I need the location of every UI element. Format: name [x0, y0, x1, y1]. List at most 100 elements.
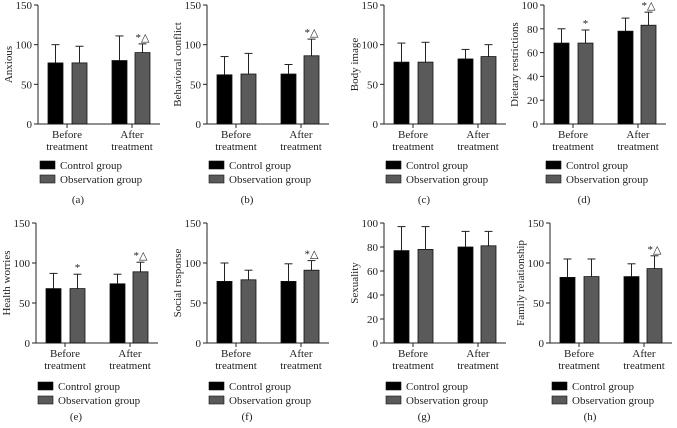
significance-mark: *△	[305, 249, 320, 261]
bar-observation	[480, 56, 497, 125]
y-tick-label: 150	[362, 0, 379, 12]
y-tick-label: 0	[533, 119, 539, 131]
y-tick-label: 40	[527, 71, 539, 83]
y-tick-label: 100	[528, 258, 545, 270]
y-axis-label: Social response	[172, 249, 184, 318]
y-tick-label: 0	[196, 338, 202, 350]
x-tick-label: After	[118, 348, 142, 360]
panel-a: 050100150AnxiousBeforetreatmentAftertrea…	[3, 0, 160, 206]
y-tick-label: 80	[367, 242, 379, 254]
bar-control	[109, 283, 126, 344]
y-tick-label: 0	[27, 119, 33, 131]
y-tick-label: 100	[522, 0, 539, 12]
legend-swatch	[39, 160, 56, 170]
legend-swatch	[551, 395, 568, 405]
legend-label: Control group	[229, 381, 292, 393]
y-tick-label: 0	[539, 338, 545, 350]
x-tick-label: treatment	[558, 360, 600, 372]
legend-label: Observation group	[229, 395, 312, 407]
y-axis-label: Behavioral conflict	[172, 22, 184, 107]
x-tick-label: treatment	[46, 141, 88, 153]
x-tick-label: Before	[398, 129, 428, 141]
bar-observation	[240, 279, 257, 344]
significance-mark: *△	[136, 32, 151, 44]
legend-swatch	[385, 160, 402, 170]
x-tick-label: After	[289, 129, 313, 141]
y-axis-label: Body image	[349, 38, 361, 92]
legend-label: Observation group	[406, 395, 489, 407]
bar-observation	[583, 276, 600, 344]
legend-swatch	[385, 395, 402, 405]
y-tick-label: 150	[528, 218, 545, 230]
y-tick-label: 150	[185, 218, 202, 230]
x-tick-label: After	[632, 348, 656, 360]
y-tick-label: 150	[185, 0, 202, 12]
x-tick-label: After	[120, 129, 144, 141]
bar-observation	[577, 42, 594, 125]
bar-control	[280, 73, 297, 125]
y-tick-label: 50	[190, 79, 202, 91]
x-tick-label: treatment	[109, 360, 151, 372]
y-tick-label: 0	[25, 338, 31, 350]
panel-label: (f)	[242, 411, 253, 423]
significance-mark: *	[75, 262, 81, 274]
significance-mark: *△	[648, 244, 663, 256]
bar-observation	[134, 52, 151, 125]
y-tick-label: 20	[527, 95, 539, 107]
legend-swatch	[545, 160, 562, 170]
x-tick-label: After	[626, 129, 650, 141]
y-tick-label: 100	[362, 40, 379, 52]
legend-label: Control group	[566, 160, 629, 172]
legend-label: Observation group	[60, 174, 143, 186]
legend-label: Control group	[406, 381, 469, 393]
legend-swatch	[208, 160, 225, 170]
legend-label: Observation group	[406, 174, 489, 186]
bar-observation	[417, 61, 434, 125]
x-tick-label: After	[289, 348, 313, 360]
x-tick-label: After	[466, 129, 490, 141]
panel-label: (b)	[241, 194, 254, 206]
bar-control	[623, 276, 640, 344]
y-tick-label: 100	[185, 258, 202, 270]
bar-control	[216, 280, 233, 344]
bar-control	[393, 61, 410, 125]
bar-control	[457, 58, 474, 125]
y-tick-label: 50	[367, 79, 379, 91]
bar-observation	[417, 248, 434, 344]
legend-label: Control group	[406, 160, 469, 172]
bar-control	[216, 74, 233, 125]
x-tick-label: treatment	[280, 360, 322, 372]
legend-swatch	[545, 174, 562, 184]
x-tick-label: treatment	[552, 141, 594, 153]
panel-label: (c)	[418, 194, 431, 206]
x-tick-label: treatment	[111, 141, 153, 153]
x-tick-label: Before	[564, 348, 594, 360]
x-tick-label: treatment	[280, 141, 322, 153]
bar-control	[393, 250, 410, 344]
y-tick-label: 0	[373, 338, 379, 350]
x-tick-label: treatment	[392, 360, 434, 372]
x-tick-label: treatment	[215, 141, 257, 153]
y-tick-label: 0	[196, 119, 202, 131]
panel-g: 020406080100SexualityBeforetreatmentAfte…	[349, 218, 506, 423]
y-tick-label: 40	[367, 290, 379, 302]
significance-mark: *△	[305, 27, 320, 39]
legend-label: Observation group	[58, 395, 141, 407]
legend-label: Observation group	[229, 174, 312, 186]
significance-mark: *△	[134, 250, 149, 262]
x-tick-label: treatment	[457, 141, 499, 153]
legend-label: Observation group	[572, 395, 655, 407]
legend-swatch	[385, 381, 402, 391]
x-tick-label: treatment	[392, 141, 434, 153]
legend-label: Control group	[229, 160, 292, 172]
x-tick-label: Before	[558, 129, 588, 141]
panel-label: (a)	[72, 194, 85, 206]
x-tick-label: After	[466, 348, 490, 360]
panel-label: (e)	[70, 411, 83, 423]
x-tick-label: Before	[52, 129, 82, 141]
